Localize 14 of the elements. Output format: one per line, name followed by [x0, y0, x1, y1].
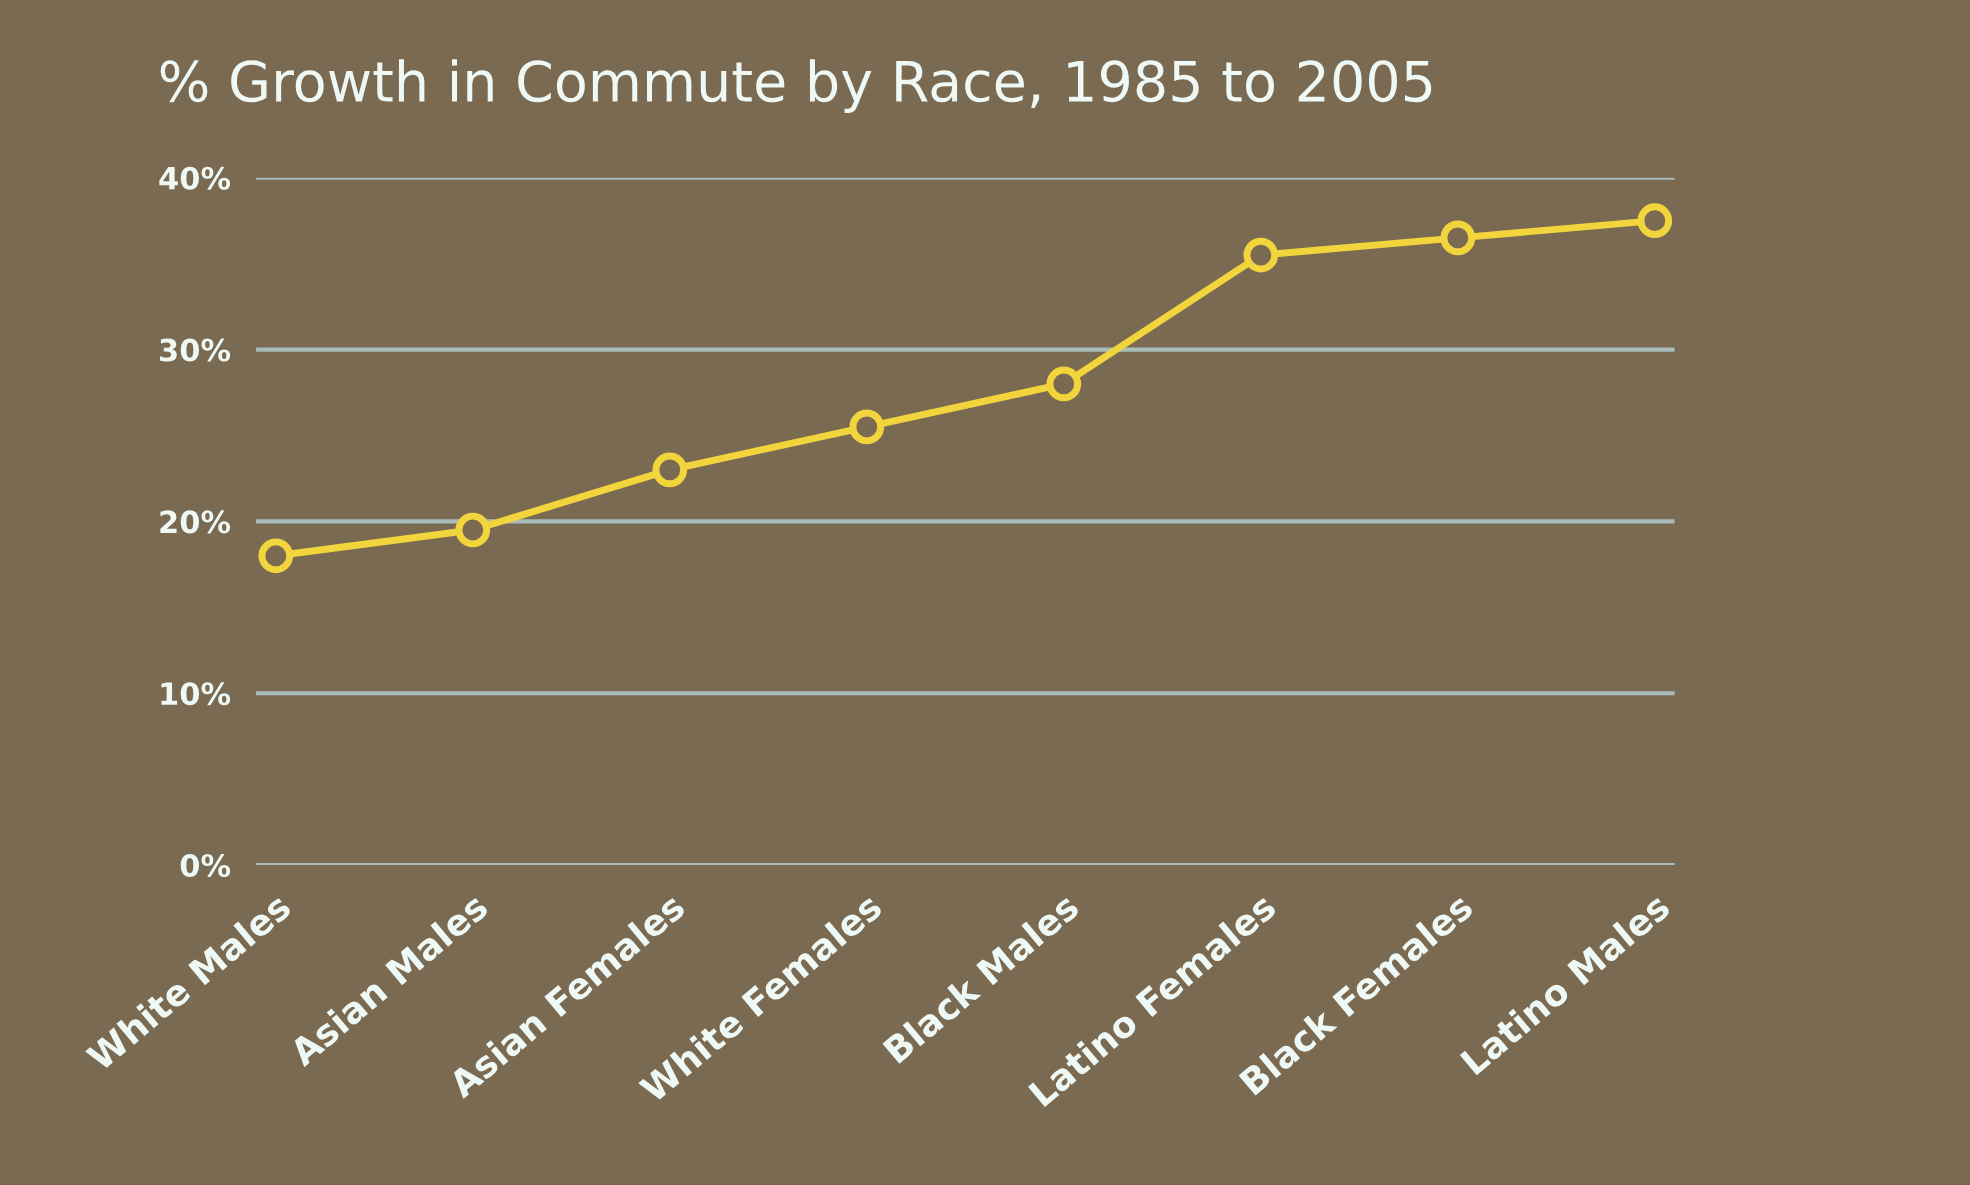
y-tick-label: 0% [180, 853, 231, 878]
point [1243, 237, 1279, 273]
y-tick-label: 30% [160, 338, 231, 362]
y-tick-label: 20% [160, 510, 231, 534]
point [455, 512, 491, 548]
point [1046, 366, 1082, 402]
y-tick-label: 10% [161, 682, 231, 706]
point [849, 409, 885, 445]
point [652, 452, 688, 488]
chart-title: % Growth in Commute by Race, 1985 to 2005 [160, 59, 1432, 114]
y-tick-label: 40% [159, 166, 231, 190]
point [1637, 203, 1673, 239]
point [258, 538, 294, 574]
point [1440, 220, 1476, 256]
